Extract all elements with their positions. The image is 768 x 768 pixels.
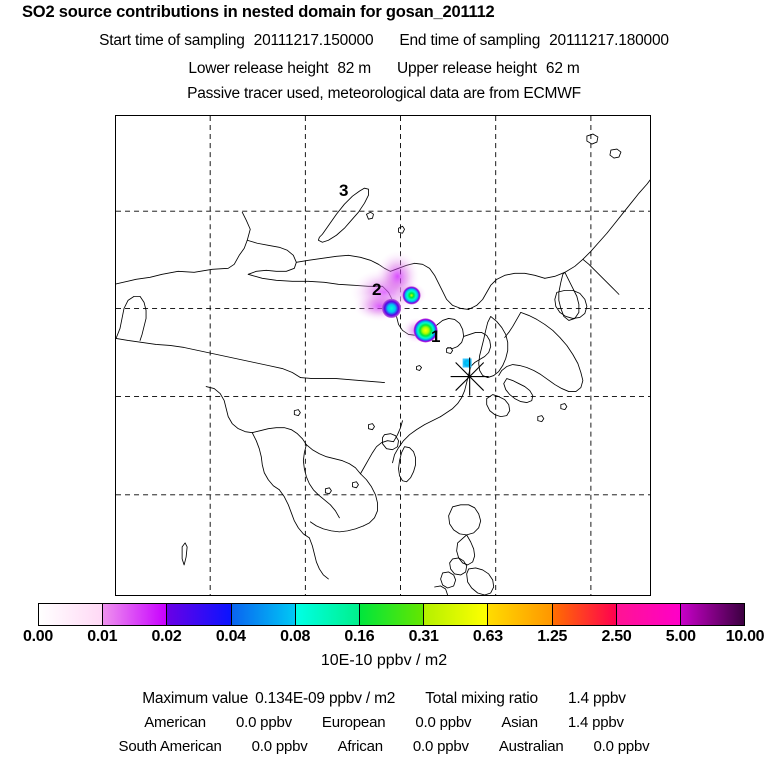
source-label-3: 3 — [339, 181, 349, 200]
colorbar-segment-11 — [680, 604, 745, 625]
lower-release-height-label: Lower release height — [188, 60, 329, 77]
colorbar-segment-10 — [616, 604, 681, 625]
colorbar-tick-9: 2.50 — [601, 628, 632, 645]
colorbar-tick-8: 1.25 — [537, 628, 568, 645]
colorbar-tick-0: 0.00 — [23, 628, 53, 645]
max-and-total-row: Maximum value 0.134E-09 ppbv / m2 Total mi… — [0, 686, 768, 711]
map-graticule — [116, 116, 650, 595]
region-label-south-american: South American — [118, 738, 222, 755]
upper-release-height-value: 62 m — [545, 60, 580, 77]
maximum-value: 0.134E-09 ppbv / m2 — [255, 690, 396, 707]
colorbar-segment-4 — [231, 604, 296, 625]
colorbar-tick-7: 0.63 — [472, 628, 503, 645]
upper-release-height-label: Upper release height — [397, 60, 537, 77]
receptor-star-icon — [450, 357, 489, 396]
region-value-european: 0.0 ppbv — [415, 714, 472, 731]
total-mixing-ratio-label: Total mixing ratio — [425, 690, 538, 707]
start-time-value: 20111217.150000 — [253, 32, 374, 49]
sampling-time-row: Start time of sampling 20111217.150000 End… — [0, 32, 768, 50]
statistics-footer: Maximum value 0.134E-09 ppbv / m2 Total mi… — [0, 686, 768, 759]
plume-field — [350, 250, 472, 368]
region-label-african: African — [337, 738, 383, 755]
lower-release-height-value: 82 m — [337, 60, 371, 77]
source-label-2: 2 — [372, 280, 382, 299]
page-title: SO2 source contributions in nested domai… — [22, 3, 495, 21]
tracer-note: Passive tracer used, meteorological data… — [187, 85, 581, 102]
maximum-value-label: Maximum value — [142, 690, 249, 707]
colorbar-tick-1: 0.01 — [87, 628, 118, 645]
region-label-australian: Australian — [498, 738, 564, 755]
colorbar-tick-labels: 0.00 0.01 0.02 0.04 0.08 0.16 0.31 0.63 1.25 2.50… — [0, 628, 768, 650]
colorbar-segment-5 — [295, 604, 360, 625]
map-coastlines — [116, 116, 650, 595]
region-value-australian: 0.0 ppbv — [593, 738, 650, 755]
colorbar-segment-2 — [103, 604, 168, 625]
region-value-african: 0.0 ppbv — [412, 738, 469, 755]
colorbar-segment-3 — [167, 604, 232, 625]
release-height-row: Lower release height 82 m Upper release he… — [0, 60, 768, 78]
colorbar-tick-10: 5.00 — [665, 628, 696, 645]
end-time-label: End time of sampling — [399, 32, 541, 49]
region-value-south-american: 0.0 ppbv — [251, 738, 308, 755]
colorbar-tick-4: 0.08 — [280, 628, 311, 645]
colorbar-tick-11: 10.00 — [725, 628, 765, 645]
colorbar-tick-2: 0.02 — [151, 628, 182, 645]
colorbar-segment-9 — [552, 604, 617, 625]
map-panel: 3 2 1 — [115, 115, 651, 596]
start-time-label: Start time of sampling — [99, 32, 245, 49]
region-value-asian: 1.4 ppbv — [567, 714, 624, 731]
colorbar-segment-8 — [488, 604, 553, 625]
colorbar-tick-5: 0.16 — [344, 628, 375, 645]
colorbar-segment-6 — [359, 604, 425, 625]
colorbar-tick-3: 0.04 — [215, 628, 246, 645]
region-label-american: American — [144, 714, 206, 731]
colorbar-tick-6: 0.31 — [408, 628, 439, 645]
region-value-american: 0.0 ppbv — [235, 714, 292, 731]
end-time-value: 20111217.180000 — [549, 32, 669, 49]
region-row-2: South American 0.0 ppbv African 0.0 ppbv Aus… — [0, 735, 768, 759]
colorbar — [38, 603, 745, 626]
region-row-1: American 0.0 ppbv European 0.0 ppbv Asian 1.4… — [0, 711, 768, 735]
region-label-asian: Asian — [501, 714, 538, 731]
colorbar-unit-label: 10E-10 ppbv / m2 — [320, 652, 448, 669]
colorbar-segment-1 — [39, 604, 104, 625]
region-label-european: European — [321, 714, 386, 731]
total-mixing-ratio-value: 1.4 ppbv — [567, 690, 626, 707]
source-label-1: 1 — [431, 327, 441, 346]
colorbar-segment-7 — [424, 604, 489, 625]
